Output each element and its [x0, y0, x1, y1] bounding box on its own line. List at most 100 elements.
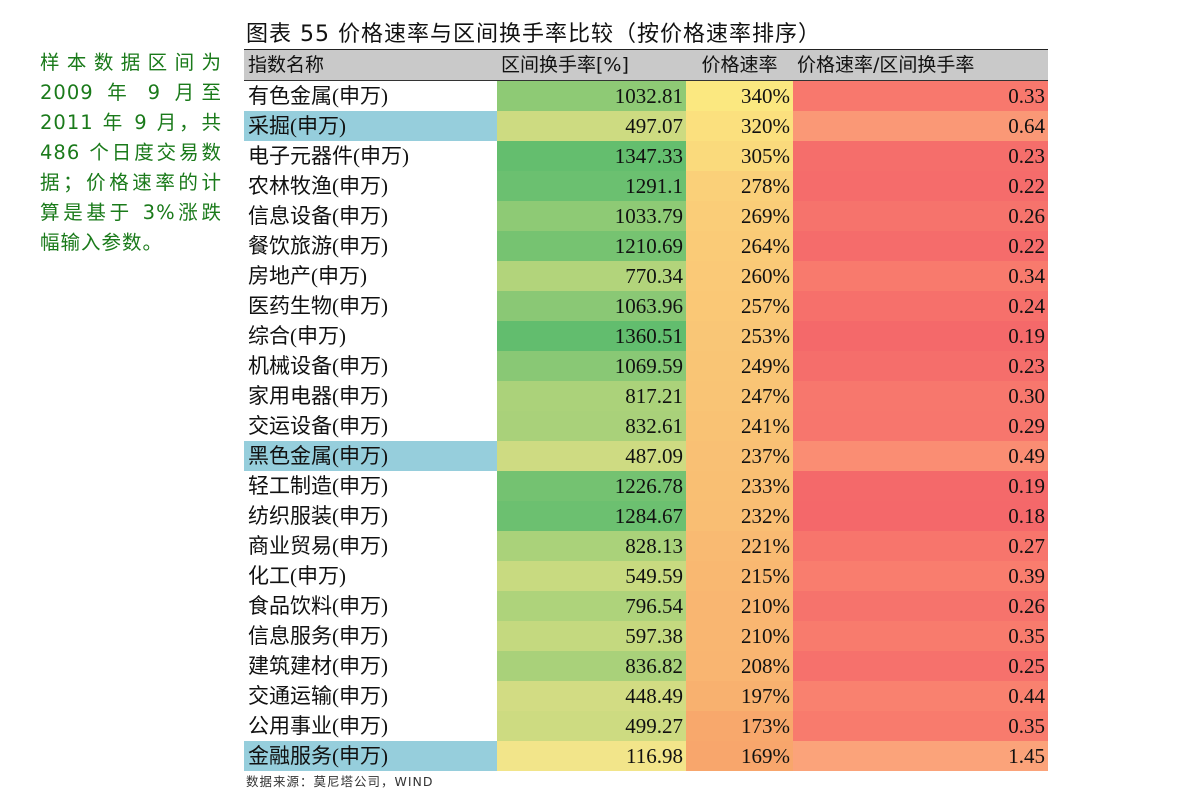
table-row: 轻工制造(申万) 1226.78 233% 0.19: [244, 471, 1048, 501]
table-row: 家用电器(申万) 817.21 247% 0.30: [244, 381, 1048, 411]
ratio-cell: 0.25: [793, 651, 1048, 681]
header-name: 指数名称: [248, 54, 325, 76]
industry-name-cell: 综合(申万): [248, 324, 346, 348]
turnover-cell: 817.21: [497, 381, 686, 411]
ratio-cell: 0.49: [793, 441, 1048, 471]
industry-name-cell: 交通运输(申万): [248, 684, 388, 708]
table-row: 纺织服装(申万) 1284.67 232% 0.18: [244, 501, 1048, 531]
ratio-cell: 0.44: [793, 681, 1048, 711]
turnover-cell: 1226.78: [497, 471, 686, 501]
ratio-cell: 0.27: [793, 531, 1048, 561]
ratio-cell: 0.19: [793, 321, 1048, 351]
table-row: 采掘(申万) 497.07 320% 0.64: [244, 111, 1048, 141]
price-speed-cell: 320%: [686, 111, 793, 141]
price-speed-cell: 305%: [686, 141, 793, 171]
turnover-cell: 1033.79: [497, 201, 686, 231]
industry-name-cell: 机械设备(申万): [248, 354, 388, 378]
turnover-cell: 499.27: [497, 711, 686, 741]
industry-name-cell: 农林牧渔(申万): [248, 174, 388, 198]
industry-name-cell: 纺织服装(申万): [248, 504, 388, 528]
ratio-cell: 0.24: [793, 291, 1048, 321]
industry-name-cell: 医药生物(申万): [248, 294, 388, 318]
industry-name-cell: 交运设备(申万): [248, 414, 388, 438]
industry-name-cell: 有色金属(申万): [248, 84, 388, 108]
ratio-cell: 0.35: [793, 711, 1048, 741]
turnover-cell: 1360.51: [497, 321, 686, 351]
price-speed-cell: 340%: [686, 81, 793, 111]
price-speed-cell: 264%: [686, 231, 793, 261]
industry-name-cell: 化工(申万): [248, 564, 346, 588]
industry-name-cell: 轻工制造(申万): [248, 474, 388, 498]
ratio-cell: 0.22: [793, 171, 1048, 201]
industry-name-cell: 信息服务(申万): [248, 624, 388, 648]
table-row: 交运设备(申万) 832.61 241% 0.29: [244, 411, 1048, 441]
turnover-cell: 1063.96: [497, 291, 686, 321]
source-note: 数据来源：莫尼塔公司，WIND: [246, 774, 434, 789]
price-speed-cell: 197%: [686, 681, 793, 711]
turnover-cell: 448.49: [497, 681, 686, 711]
table-row: 信息服务(申万) 597.38 210% 0.35: [244, 621, 1048, 651]
table-row: 金融服务(申万) 116.98 169% 1.45: [244, 741, 1048, 771]
turnover-cell: 549.59: [497, 561, 686, 591]
table-row: 综合(申万) 1360.51 253% 0.19: [244, 321, 1048, 351]
price-speed-cell: 173%: [686, 711, 793, 741]
turnover-cell: 796.54: [497, 591, 686, 621]
ratio-cell: 0.23: [793, 351, 1048, 381]
table-row: 电子元器件(申万) 1347.33 305% 0.23: [244, 141, 1048, 171]
ratio-cell: 0.34: [793, 261, 1048, 291]
turnover-cell: 1284.67: [497, 501, 686, 531]
price-speed-cell: 210%: [686, 621, 793, 651]
industry-name-cell: 商业贸易(申万): [248, 534, 388, 558]
data-table: 指数名称 区间换手率[%] 价格速率 价格速率/区间换手率 有色金属(申万) 10…: [244, 49, 1048, 771]
table-header: 指数名称 区间换手率[%] 价格速率 价格速率/区间换手率: [244, 50, 1048, 81]
price-speed-cell: 241%: [686, 411, 793, 441]
ratio-cell: 0.64: [793, 111, 1048, 141]
table-row: 有色金属(申万) 1032.81 340% 0.33: [244, 81, 1048, 111]
table-row: 交通运输(申万) 448.49 197% 0.44: [244, 681, 1048, 711]
ratio-cell: 0.29: [793, 411, 1048, 441]
turnover-cell: 1347.33: [497, 141, 686, 171]
price-speed-cell: 257%: [686, 291, 793, 321]
table-row: 医药生物(申万) 1063.96 257% 0.24: [244, 291, 1048, 321]
price-speed-cell: 237%: [686, 441, 793, 471]
ratio-cell: 0.19: [793, 471, 1048, 501]
ratio-cell: 0.26: [793, 591, 1048, 621]
table-row: 信息设备(申万) 1033.79 269% 0.26: [244, 201, 1048, 231]
ratio-cell: 0.30: [793, 381, 1048, 411]
price-speed-cell: 247%: [686, 381, 793, 411]
table-row: 建筑建材(申万) 836.82 208% 0.25: [244, 651, 1048, 681]
price-speed-cell: 215%: [686, 561, 793, 591]
turnover-cell: 1069.59: [497, 351, 686, 381]
table-row: 公用事业(申万) 499.27 173% 0.35: [244, 711, 1048, 741]
industry-name-cell: 信息设备(申万): [248, 204, 388, 228]
ratio-cell: 0.26: [793, 201, 1048, 231]
turnover-cell: 770.34: [497, 261, 686, 291]
ratio-cell: 0.35: [793, 621, 1048, 651]
price-speed-cell: 208%: [686, 651, 793, 681]
turnover-cell: 597.38: [497, 621, 686, 651]
table-row: 食品饮料(申万) 796.54 210% 0.26: [244, 591, 1048, 621]
header-turnover: 区间换手率[%]: [501, 54, 629, 76]
industry-name-cell: 公用事业(申万): [248, 714, 388, 738]
turnover-cell: 487.09: [497, 441, 686, 471]
price-speed-cell: 260%: [686, 261, 793, 291]
industry-name-cell: 采掘(申万): [244, 111, 497, 141]
turnover-cell: 1291.1: [497, 171, 686, 201]
table-row: 黑色金属(申万) 487.09 237% 0.49: [244, 441, 1048, 471]
turnover-cell: 1210.69: [497, 231, 686, 261]
turnover-cell: 836.82: [497, 651, 686, 681]
price-speed-cell: 221%: [686, 531, 793, 561]
industry-name-cell: 电子元器件(申万): [248, 144, 409, 168]
industry-name-cell: 建筑建材(申万): [248, 654, 388, 678]
table-row: 农林牧渔(申万) 1291.1 278% 0.22: [244, 171, 1048, 201]
turnover-cell: 497.07: [497, 111, 686, 141]
price-speed-cell: 278%: [686, 171, 793, 201]
price-speed-cell: 169%: [686, 741, 793, 771]
table-row: 房地产(申万) 770.34 260% 0.34: [244, 261, 1048, 291]
header-ratio: 价格速率/区间换手率: [797, 54, 975, 76]
price-speed-cell: 210%: [686, 591, 793, 621]
table-row: 餐饮旅游(申万) 1210.69 264% 0.22: [244, 231, 1048, 261]
ratio-cell: 0.33: [793, 81, 1048, 111]
industry-name-cell: 黑色金属(申万): [244, 441, 497, 471]
table-row: 商业贸易(申万) 828.13 221% 0.27: [244, 531, 1048, 561]
